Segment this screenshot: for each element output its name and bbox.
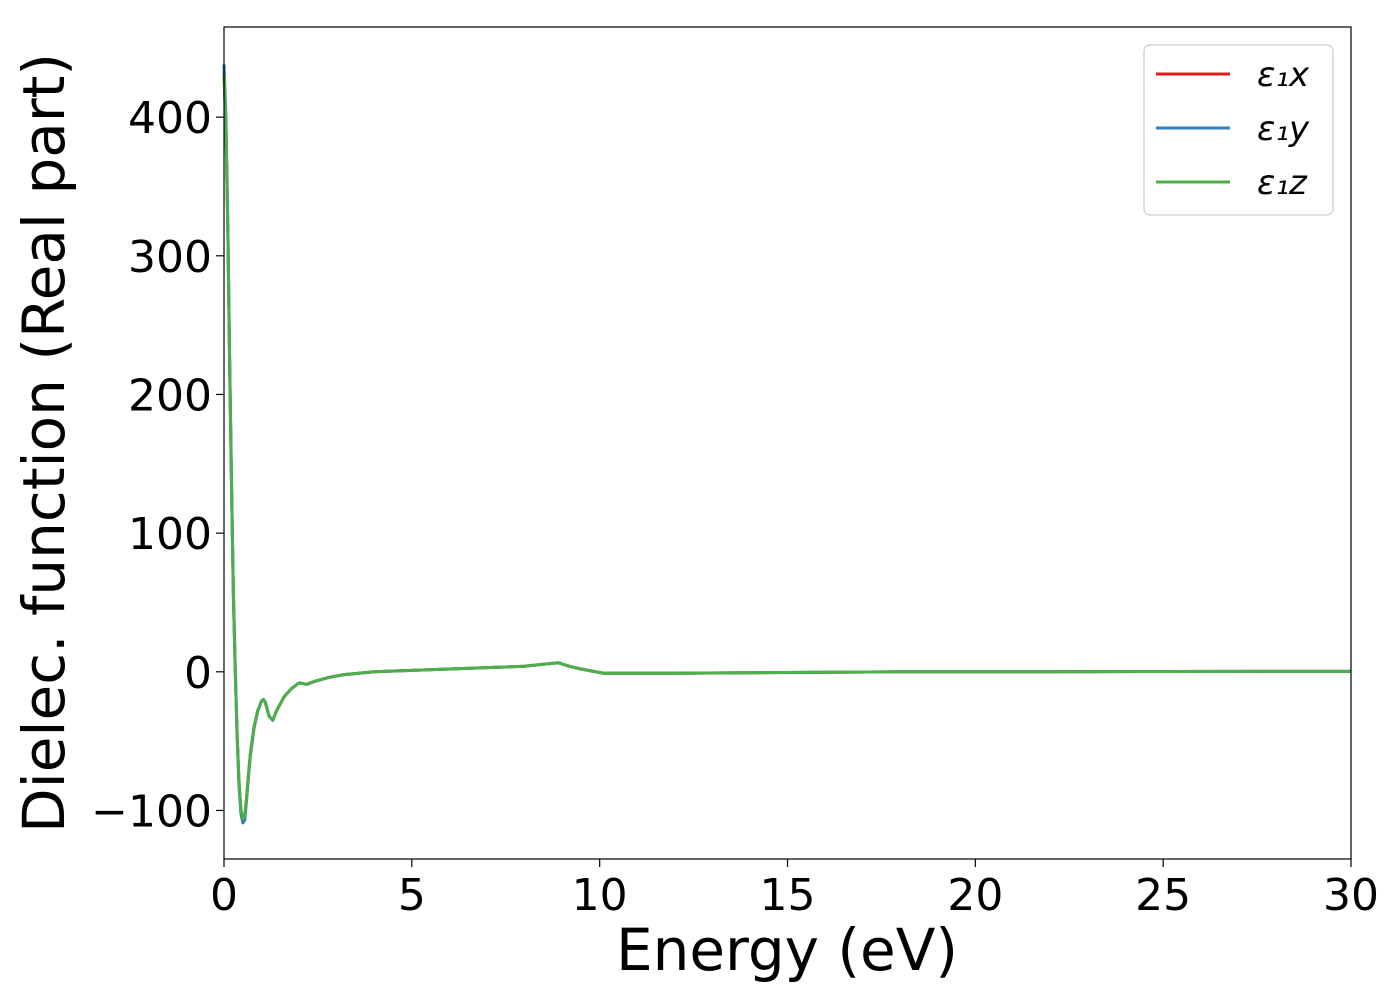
y-tick-label: 200: [128, 370, 212, 421]
y-tick-label: 300: [128, 232, 212, 283]
y-axis-label: Dielec. function (Real part): [10, 53, 78, 833]
y-tick-label: 100: [128, 509, 212, 560]
x-tick-label: 15: [760, 870, 816, 921]
y-axis: −100 0 100 200 300 400: [91, 93, 224, 837]
legend-entries: ε₁x ε₁y ε₁z: [1156, 55, 1310, 203]
x-axis-label: Energy (eV): [616, 916, 958, 984]
x-tick-label: 5: [398, 870, 426, 921]
legend-box: [1143, 44, 1334, 216]
legend: ε₁x ε₁y ε₁z: [1143, 44, 1334, 216]
x-tick-label: 20: [947, 870, 1003, 921]
y-tick-label: 400: [128, 93, 212, 144]
x-axis: 0 5 10 15 20 25 30: [210, 859, 1379, 921]
series-line-3: [222, 75, 1351, 821]
series-layer: [222, 64, 1351, 825]
x-tick-label: 30: [1323, 870, 1379, 921]
y-tick-label: 0: [184, 648, 212, 699]
legend-label: ε₁y: [1257, 109, 1310, 149]
legend-label: ε₁z: [1257, 163, 1308, 203]
x-tick-label: 25: [1135, 870, 1191, 921]
x-tick-label: 10: [572, 870, 628, 921]
legend-label: ε₁x: [1257, 55, 1310, 95]
x-tick-label: 0: [210, 870, 238, 921]
y-tick-label: −100: [91, 786, 212, 837]
